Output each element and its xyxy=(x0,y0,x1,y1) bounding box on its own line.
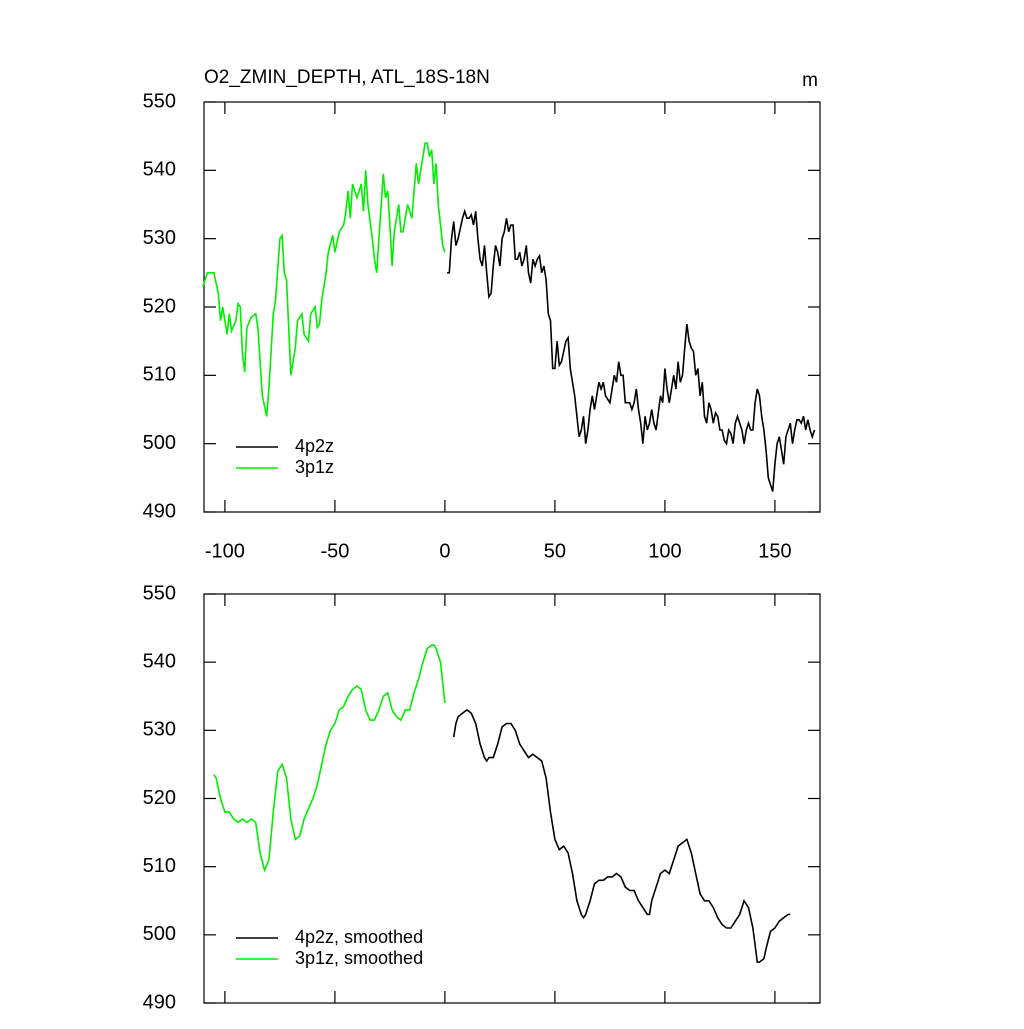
chart-title: O2_ZMIN_DEPTH, ATL_18S-18N xyxy=(204,67,490,88)
y-tick-label: 550 xyxy=(143,582,176,604)
units-label: m xyxy=(802,70,818,91)
y-tick-label: 530 xyxy=(143,719,176,741)
y-tick-label: 530 xyxy=(143,227,176,249)
y-tick-label: 500 xyxy=(143,923,176,945)
legend-label: 4p2z xyxy=(295,436,334,456)
x-tick-label: 150 xyxy=(758,540,791,562)
y-tick-label: 520 xyxy=(143,295,176,317)
data-line xyxy=(447,208,816,492)
x-tick-label: -50 xyxy=(320,540,349,562)
x-tick-label: -100 xyxy=(205,540,245,562)
x-tick-label: 100 xyxy=(648,540,681,562)
x-tick-label: 0 xyxy=(439,540,450,562)
y-tick-label: 540 xyxy=(143,650,176,672)
y-tick-label: 510 xyxy=(143,364,176,386)
y-tick-label: 490 xyxy=(143,991,176,1013)
legend-label: 3p1z, smoothed xyxy=(295,948,423,968)
legend-label: 3p1z xyxy=(295,457,334,477)
y-tick-label: 520 xyxy=(143,787,176,809)
legend-label: 4p2z, smoothed xyxy=(295,927,423,947)
data-line xyxy=(213,644,446,873)
y-tick-label: 550 xyxy=(143,90,176,112)
y-tick-label: 500 xyxy=(143,432,176,454)
y-tick-label: 510 xyxy=(143,855,176,877)
data-line xyxy=(452,708,791,963)
y-tick-label: 490 xyxy=(143,500,176,522)
x-tick-label: 50 xyxy=(544,540,566,562)
data-line xyxy=(202,142,446,417)
y-tick-label: 540 xyxy=(143,159,176,181)
